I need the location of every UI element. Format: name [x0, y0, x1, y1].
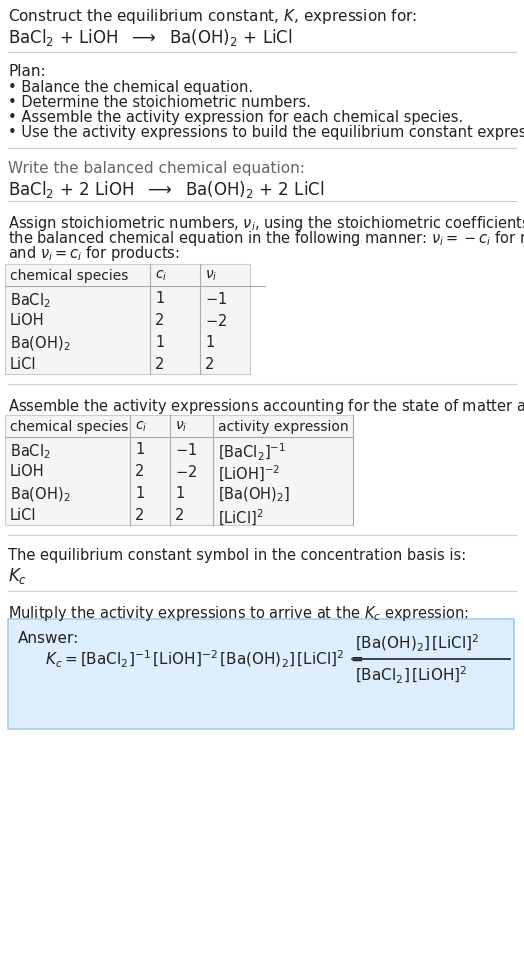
Text: 2: 2 [205, 357, 214, 372]
Text: $\mathrm{Ba(OH)_2}$: $\mathrm{Ba(OH)_2}$ [10, 335, 70, 353]
Text: LiOH: LiOH [10, 313, 45, 328]
Text: $[\mathrm{LiOH}]^{-2}$: $[\mathrm{LiOH}]^{-2}$ [218, 464, 280, 484]
Text: $-1$: $-1$ [205, 291, 227, 307]
Text: $-1$: $-1$ [175, 442, 197, 458]
Text: the balanced chemical equation in the following manner: $\nu_i = -c_i$ for react: the balanced chemical equation in the fo… [8, 229, 524, 248]
Text: 1: 1 [135, 442, 144, 457]
Text: Construct the equilibrium constant, $K$, expression for:: Construct the equilibrium constant, $K$,… [8, 7, 417, 26]
Text: 2: 2 [175, 508, 184, 523]
Text: LiCl: LiCl [10, 357, 37, 372]
Text: 1: 1 [155, 291, 164, 306]
Text: Plan:: Plan: [8, 64, 46, 79]
Text: The equilibrium constant symbol in the concentration basis is:: The equilibrium constant symbol in the c… [8, 548, 466, 563]
Text: activity expression: activity expression [218, 420, 348, 434]
Text: $\nu_i$: $\nu_i$ [175, 420, 188, 434]
Text: 2: 2 [155, 313, 165, 328]
Text: 2: 2 [135, 508, 145, 523]
Text: $\mathrm{BaCl_2}$ + LiOH  $\longrightarrow$  $\mathrm{Ba(OH)_2}$ + LiCl: $\mathrm{BaCl_2}$ + LiOH $\longrightarro… [8, 27, 293, 48]
Text: $\mathrm{BaCl_2}$: $\mathrm{BaCl_2}$ [10, 442, 51, 460]
Text: LiOH: LiOH [10, 464, 45, 479]
Text: • Assemble the activity expression for each chemical species.: • Assemble the activity expression for e… [8, 110, 463, 125]
Text: Answer:: Answer: [18, 631, 79, 646]
FancyBboxPatch shape [5, 264, 250, 374]
Text: • Balance the chemical equation.: • Balance the chemical equation. [8, 80, 253, 95]
Text: $K_c$: $K_c$ [8, 566, 27, 586]
Text: $[\mathrm{BaCl_2}]\,[\mathrm{LiOH}]^2$: $[\mathrm{BaCl_2}]\,[\mathrm{LiOH}]^2$ [355, 664, 467, 685]
FancyBboxPatch shape [8, 619, 514, 729]
Text: Assemble the activity expressions accounting for the state of matter and $\nu_i$: Assemble the activity expressions accoun… [8, 397, 524, 416]
Text: 1: 1 [175, 486, 184, 501]
Text: 1: 1 [205, 335, 214, 350]
Text: $[\mathrm{Ba(OH)_2}]\,[\mathrm{LiCl}]^2$: $[\mathrm{Ba(OH)_2}]\,[\mathrm{LiCl}]^2$ [355, 633, 479, 654]
Text: LiCl: LiCl [10, 508, 37, 523]
Text: chemical species: chemical species [10, 269, 128, 283]
Text: chemical species: chemical species [10, 420, 128, 434]
Text: $c_i$: $c_i$ [135, 420, 147, 434]
Text: • Use the activity expressions to build the equilibrium constant expression.: • Use the activity expressions to build … [8, 125, 524, 140]
Text: $-2$: $-2$ [175, 464, 197, 480]
Text: Mulitply the activity expressions to arrive at the $K_c$ expression:: Mulitply the activity expressions to arr… [8, 604, 469, 623]
Text: 1: 1 [155, 335, 164, 350]
Text: • Determine the stoichiometric numbers.: • Determine the stoichiometric numbers. [8, 95, 311, 110]
Text: $\mathrm{BaCl_2}$: $\mathrm{BaCl_2}$ [10, 291, 51, 310]
Text: 2: 2 [155, 357, 165, 372]
Text: $-2$: $-2$ [205, 313, 227, 329]
Text: $\mathrm{Ba(OH)_2}$: $\mathrm{Ba(OH)_2}$ [10, 486, 70, 504]
Text: Assign stoichiometric numbers, $\nu_i$, using the stoichiometric coefficients, $: Assign stoichiometric numbers, $\nu_i$, … [8, 214, 524, 233]
Text: $[\mathrm{LiCl}]^2$: $[\mathrm{LiCl}]^2$ [218, 508, 264, 528]
Text: $[\mathrm{BaCl_2}]^{-1}$: $[\mathrm{BaCl_2}]^{-1}$ [218, 442, 286, 463]
Text: $K_c = [\mathrm{BaCl_2}]^{-1}\,[\mathrm{LiOH}]^{-2}\,[\mathrm{Ba(OH)_2}]\,[\math: $K_c = [\mathrm{BaCl_2}]^{-1}\,[\mathrm{… [45, 649, 364, 670]
Text: and $\nu_i = c_i$ for products:: and $\nu_i = c_i$ for products: [8, 244, 180, 263]
Text: Write the balanced chemical equation:: Write the balanced chemical equation: [8, 161, 305, 176]
Text: $[\mathrm{Ba(OH)_2}]$: $[\mathrm{Ba(OH)_2}]$ [218, 486, 290, 504]
Text: $\mathrm{BaCl_2}$ + 2 LiOH  $\longrightarrow$  $\mathrm{Ba(OH)_2}$ + 2 LiCl: $\mathrm{BaCl_2}$ + 2 LiOH $\longrightar… [8, 179, 324, 200]
Text: 2: 2 [135, 464, 145, 479]
Text: $\nu_i$: $\nu_i$ [205, 269, 217, 283]
Text: 1: 1 [135, 486, 144, 501]
FancyBboxPatch shape [5, 415, 353, 525]
Text: $c_i$: $c_i$ [155, 269, 167, 283]
